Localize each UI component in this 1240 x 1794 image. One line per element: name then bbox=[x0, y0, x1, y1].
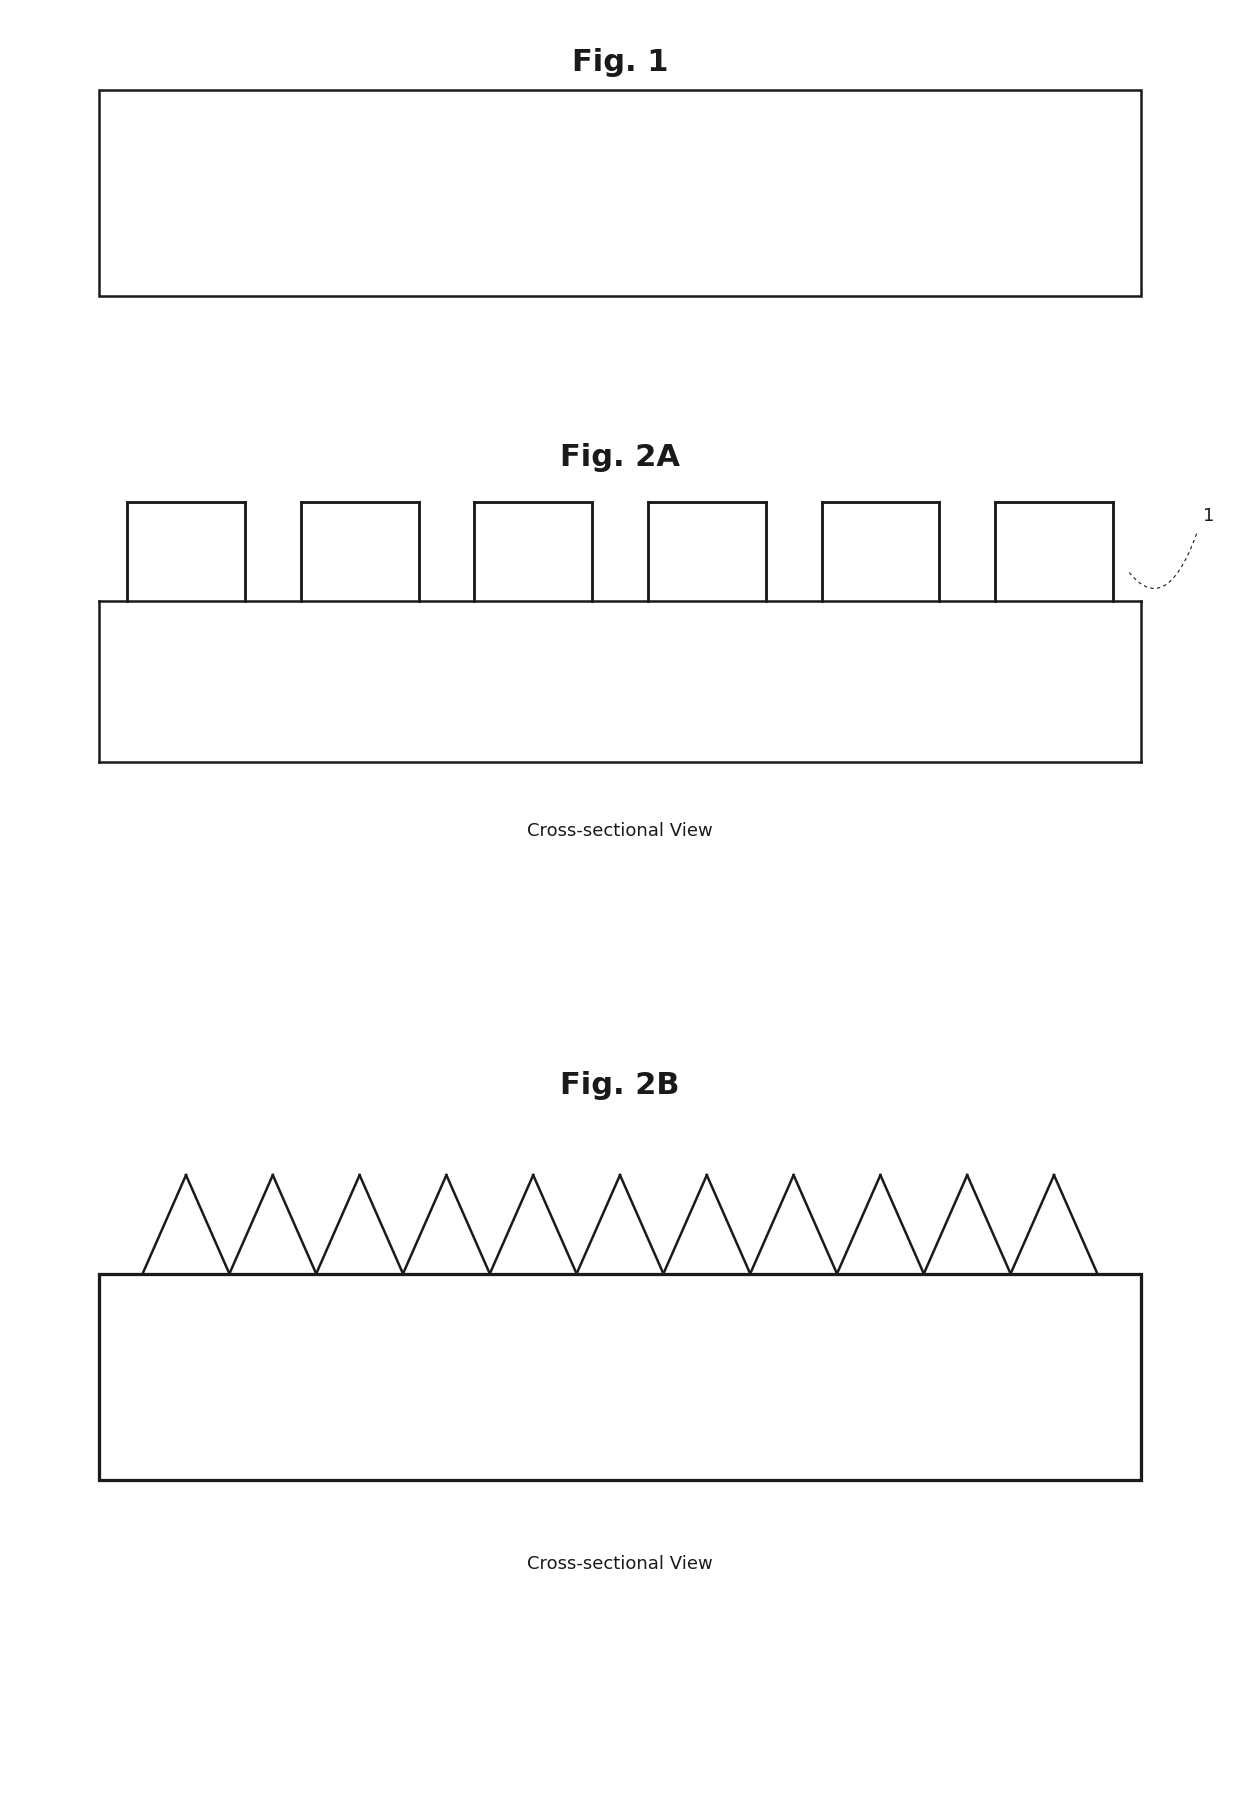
Bar bbox=[474, 502, 593, 601]
Bar bbox=[821, 502, 940, 601]
Bar bbox=[126, 502, 244, 601]
Text: Cross-sectional View: Cross-sectional View bbox=[527, 1555, 713, 1573]
Text: Cross-sectional View: Cross-sectional View bbox=[527, 822, 713, 840]
Bar bbox=[300, 502, 419, 601]
Bar bbox=[647, 502, 765, 601]
Text: 1: 1 bbox=[1203, 506, 1214, 526]
Text: Fig. 2B: Fig. 2B bbox=[560, 1071, 680, 1100]
Bar bbox=[994, 502, 1114, 601]
Bar bbox=[99, 1274, 1141, 1480]
Text: Fig. 2A: Fig. 2A bbox=[560, 443, 680, 472]
Text: Fig. 1: Fig. 1 bbox=[572, 48, 668, 77]
Bar bbox=[99, 90, 1141, 296]
